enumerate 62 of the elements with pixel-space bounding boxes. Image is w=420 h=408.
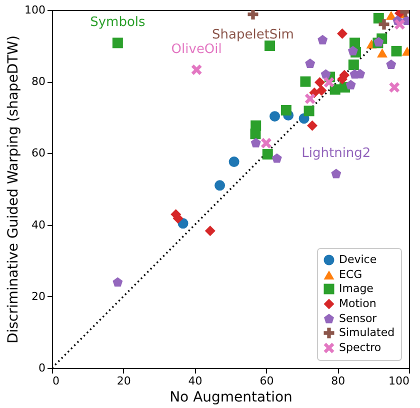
point	[394, 19, 405, 30]
annotation: OliveOil	[171, 42, 222, 57]
point	[248, 10, 258, 20]
point	[264, 40, 276, 52]
point	[250, 128, 261, 140]
point	[304, 94, 316, 104]
point	[270, 111, 280, 122]
y-axis-title: Discriminative Guided Warping (shapeDTW)	[6, 35, 22, 344]
point	[348, 60, 359, 70]
point	[348, 46, 358, 56]
point	[260, 138, 272, 148]
point	[228, 156, 240, 168]
legend-label: Simulated	[339, 326, 395, 339]
point	[272, 153, 282, 163]
point	[336, 28, 348, 39]
legend-label: Device	[339, 253, 377, 266]
y-tick-label: 20	[32, 290, 46, 303]
point	[112, 277, 123, 287]
point	[389, 82, 400, 93]
point	[280, 104, 292, 116]
x-axis-title: No Augmentation	[170, 390, 292, 406]
point	[386, 60, 396, 70]
point	[324, 77, 334, 88]
point	[391, 46, 402, 56]
legend-label: Motion	[339, 297, 376, 310]
point	[318, 34, 328, 44]
legend-label: Spectro	[339, 341, 382, 354]
point	[300, 76, 311, 87]
annotation: Lightning2	[302, 146, 371, 161]
point	[378, 19, 390, 30]
point	[307, 120, 318, 131]
x-tick-label: 40	[188, 374, 202, 388]
point	[305, 58, 316, 68]
point	[250, 138, 261, 148]
annotation: Symbols	[90, 14, 146, 30]
legend-label: ECG	[339, 268, 362, 281]
point	[331, 168, 342, 178]
point	[316, 85, 327, 96]
point	[320, 69, 331, 79]
point	[262, 149, 273, 160]
legend-label: Image	[339, 282, 374, 295]
point	[191, 64, 202, 76]
point	[314, 77, 325, 88]
point	[204, 226, 216, 236]
x-tick-label: 80	[331, 374, 346, 388]
x-tick-label: 100	[388, 374, 410, 388]
y-tick-label: 80	[32, 75, 46, 88]
point	[112, 38, 123, 48]
point	[214, 180, 226, 191]
y-tick-label: 40	[32, 218, 46, 232]
x-tick-label: 20	[116, 374, 131, 388]
point	[376, 48, 388, 58]
y-tick-label: 60	[32, 146, 46, 160]
point	[349, 38, 360, 48]
x-tick-label: 0	[52, 374, 60, 388]
legend-label: Sensor	[339, 312, 378, 325]
point	[346, 80, 356, 90]
y-tick-label: 100	[24, 4, 46, 16]
x-tick-label: 60	[260, 374, 274, 388]
y-tick-label: 0	[38, 362, 46, 374]
annotation: ShapeletSim	[212, 27, 294, 42]
point	[304, 106, 314, 116]
